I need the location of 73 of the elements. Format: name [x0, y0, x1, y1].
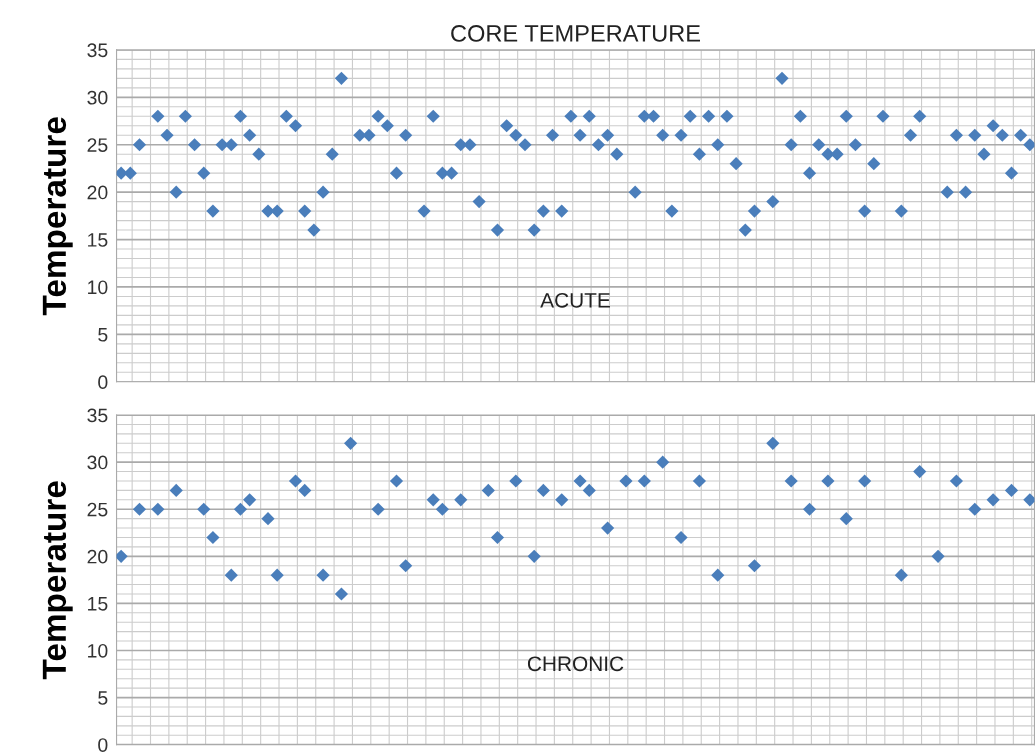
- point: [344, 436, 358, 450]
- point: [288, 474, 303, 488]
- point: [692, 474, 706, 488]
- point: [1004, 483, 1019, 497]
- point: [601, 521, 615, 535]
- point: [224, 568, 238, 582]
- point: [949, 474, 964, 488]
- point: [747, 559, 762, 573]
- annotation: ACUTE: [540, 292, 610, 308]
- chart-title: CORE TEMPERATURE: [451, 25, 700, 42]
- y-axis-title: Temperature: [42, 481, 73, 680]
- point: [389, 474, 404, 488]
- point: [435, 502, 449, 516]
- point: [711, 568, 725, 582]
- y-tick-label: 35: [87, 408, 108, 423]
- point: [573, 474, 587, 488]
- annotation: CHRONIC: [527, 656, 624, 672]
- y-tick-label: 30: [87, 455, 108, 470]
- point: [334, 587, 349, 601]
- point: [619, 474, 633, 488]
- point: [784, 474, 798, 488]
- point: [233, 502, 248, 516]
- point: [243, 493, 257, 507]
- point: [858, 474, 872, 488]
- y-tick-label: 10: [88, 643, 108, 658]
- point: [582, 483, 596, 497]
- point: [169, 483, 183, 497]
- point: [931, 549, 945, 563]
- point: [656, 455, 670, 469]
- point: [454, 493, 468, 507]
- point: [261, 512, 275, 526]
- point: [1023, 493, 1035, 507]
- y-tick-label: 15: [88, 233, 108, 247]
- point: [371, 502, 385, 516]
- point: [151, 502, 165, 516]
- point: [399, 559, 413, 573]
- point: [894, 568, 908, 582]
- y-tick-label: 20: [87, 185, 108, 200]
- y-tick-label: 0: [98, 375, 108, 390]
- point: [821, 474, 835, 488]
- point: [316, 568, 330, 582]
- point: [116, 549, 128, 563]
- y-tick-label: 35: [87, 43, 108, 58]
- point: [536, 483, 550, 497]
- y-tick-label: 5: [98, 691, 108, 705]
- point: [426, 493, 440, 507]
- point: [968, 502, 982, 516]
- point: [637, 474, 651, 488]
- y-tick-label: 5: [98, 328, 108, 342]
- y-tick-label: 20: [87, 549, 108, 564]
- point: [766, 436, 780, 450]
- point: [132, 502, 147, 516]
- point: [298, 483, 312, 497]
- y-tick-label: 10: [88, 280, 108, 295]
- point: [555, 493, 569, 507]
- point: [509, 474, 523, 488]
- point: [197, 502, 211, 516]
- y-tick-label: 30: [87, 90, 108, 105]
- point: [206, 530, 220, 545]
- y-tick-label: 0: [98, 738, 108, 752]
- point: [839, 512, 853, 526]
- y-tick-label: 25: [87, 502, 108, 517]
- point: [270, 568, 284, 582]
- y-tick-label: 25: [87, 138, 108, 152]
- point: [490, 530, 505, 545]
- point: [802, 502, 817, 516]
- point: [674, 530, 688, 545]
- point: [913, 464, 927, 479]
- y-axis-title: Temperature: [42, 117, 73, 316]
- point: [986, 493, 1000, 507]
- point: [481, 483, 495, 497]
- point: [527, 549, 541, 563]
- y-tick-label: 15: [88, 597, 108, 611]
